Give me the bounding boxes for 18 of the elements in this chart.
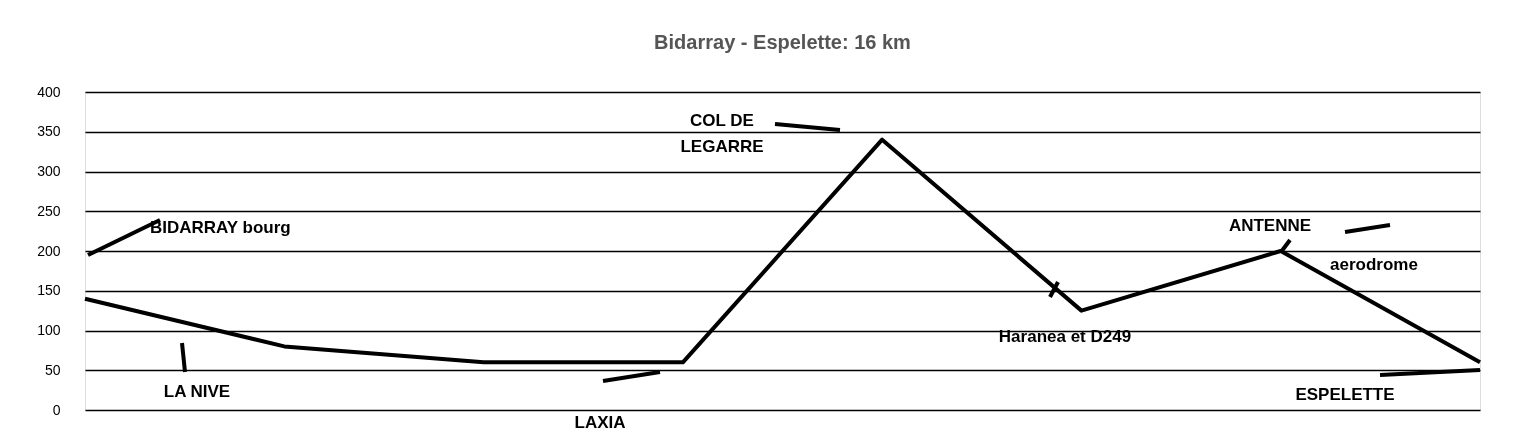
y-tick-label: 250 bbox=[37, 202, 61, 219]
annotation: ANTENNE bbox=[1228, 216, 1312, 235]
y-tick-label: 200 bbox=[37, 242, 61, 259]
annotation: aerodrome bbox=[1330, 255, 1418, 274]
y-tick-label: 400 bbox=[37, 83, 61, 100]
chart-title: Bidarray - Espelette: 16 km bbox=[654, 31, 911, 53]
line-series bbox=[83, 137, 1482, 365]
y-tick-label: 300 bbox=[37, 163, 61, 179]
y-tick-label: 150 bbox=[37, 282, 61, 299]
annotation: LA NIVE bbox=[163, 382, 231, 401]
text: LAXIA bbox=[574, 413, 626, 432]
y-tick-label: 350 bbox=[37, 123, 61, 140]
y-tick-label: 50 bbox=[44, 361, 61, 378]
y-tick-label: 0 bbox=[52, 401, 61, 418]
y-tick-label: 100 bbox=[37, 322, 61, 338]
annotation: BIDARRAY bourg bbox=[150, 218, 291, 237]
annotation: COL DE LEGARRE bbox=[680, 111, 764, 156]
annotation: ESPELETTE bbox=[1295, 385, 1395, 404]
